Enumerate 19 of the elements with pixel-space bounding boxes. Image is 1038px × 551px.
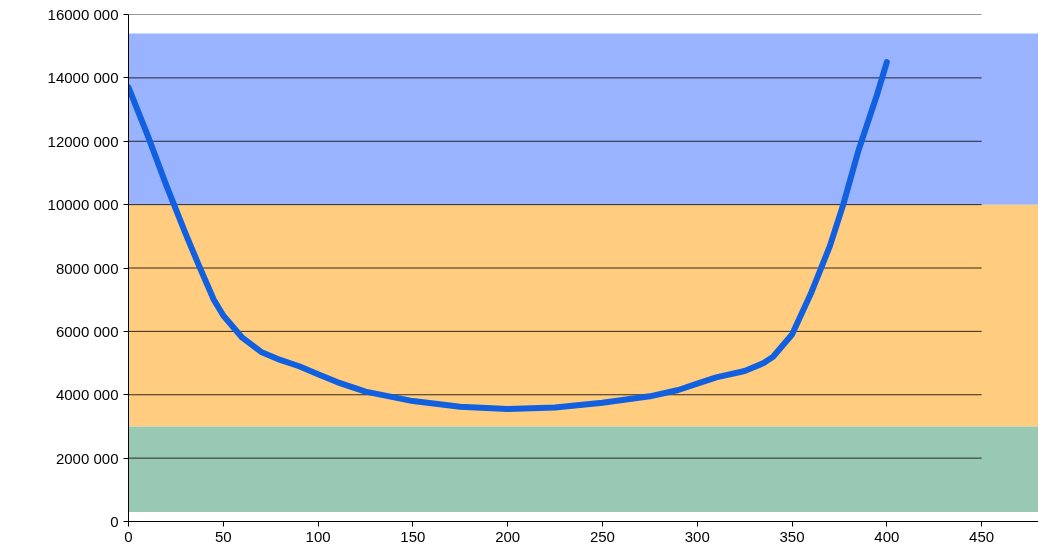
x-tick-label: 100 [305,527,331,545]
y-tick-label: 2000 000 [55,449,119,467]
x-tick-label: 450 [969,527,995,545]
x-tick-label: 200 [495,527,521,545]
x-tick-label: 350 [779,527,805,545]
y-tick-label: 14000 000 [47,69,119,87]
y-tick-label: 10000 000 [47,196,119,214]
x-tick-label: 50 [214,527,232,545]
x-tick-label: 400 [874,527,900,545]
x-tick-label: 250 [589,527,615,545]
y-tick-label: 4000 000 [55,386,119,404]
x-tick-label: 0 [124,527,133,545]
y-tick-label: 16000 000 [47,6,119,23]
y-tick-label: 6000 000 [55,322,119,340]
x-tick-label: 150 [400,527,426,545]
y-tick-label: 0 [110,513,119,530]
y-tick-label: 12000 000 [47,132,119,150]
x-tick-label: 300 [684,527,710,545]
y-tick-label: 8000 000 [55,259,119,277]
